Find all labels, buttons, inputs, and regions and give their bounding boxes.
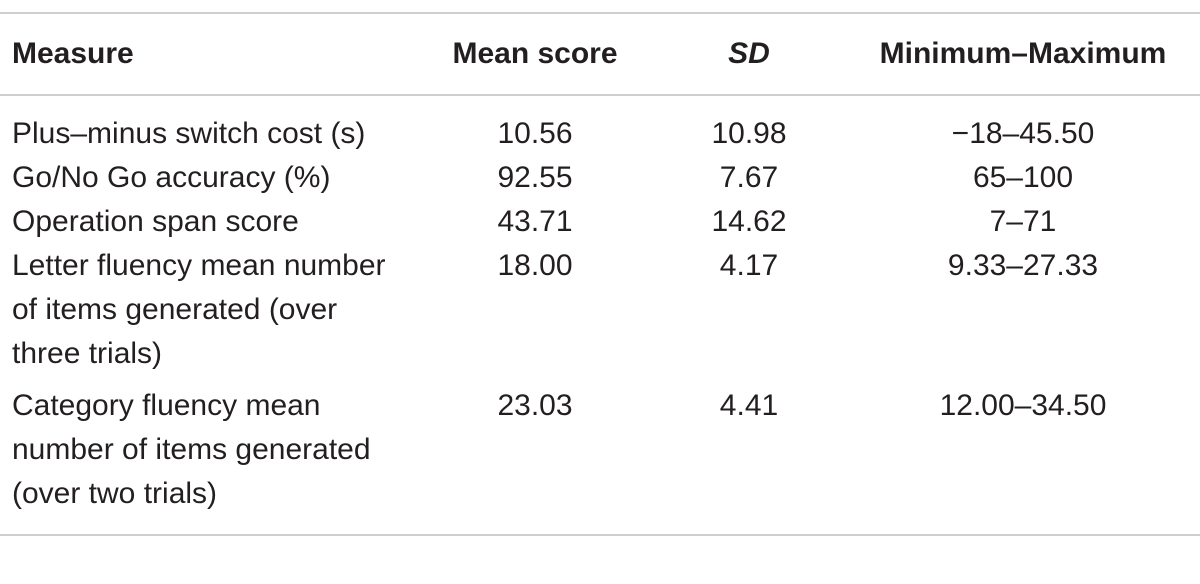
header-sd: SD (652, 13, 846, 95)
table-row: Go/No Go accuracy (%) 92.55 7.67 65–100 (0, 156, 1200, 200)
table-row: Plus–minus switch cost (s) 10.56 10.98 −… (0, 95, 1200, 156)
cell-measure: Letter fluency mean number of items gene… (12, 249, 386, 370)
cell-measure: Operation span score (12, 205, 299, 238)
descriptive-statistics-table: Measure Mean score SD Minimum–Maximum Pl… (0, 12, 1200, 536)
header-row: Measure Mean score SD Minimum–Maximum (0, 13, 1200, 95)
cell-sd: 4.17 (719, 249, 779, 282)
cell-mean: 18.00 (497, 249, 573, 282)
cell-sd: 14.62 (711, 205, 787, 238)
cell-measure: Plus–minus switch cost (s) (12, 117, 366, 150)
cell-measure: Category fluency mean number of items ge… (12, 389, 371, 510)
table-row: Letter fluency mean number of items gene… (0, 244, 1200, 384)
cell-mean: 92.55 (497, 161, 573, 194)
cell-sd: 4.41 (719, 389, 779, 422)
cell-range: −18–45.50 (951, 117, 1095, 150)
table-body: Plus–minus switch cost (s) 10.56 10.98 −… (0, 95, 1200, 535)
cell-mean: 10.56 (497, 117, 573, 150)
cell-range: 12.00–34.50 (939, 389, 1107, 422)
header-mean-score: Mean score (452, 37, 618, 70)
cell-sd: 7.67 (719, 161, 779, 194)
descriptive-statistics-table-container: Measure Mean score SD Minimum–Maximum Pl… (0, 12, 1200, 536)
cell-range: 7–71 (989, 205, 1057, 238)
table-header: Measure Mean score SD Minimum–Maximum (0, 13, 1200, 95)
cell-sd: 10.98 (711, 117, 787, 150)
table-row: Category fluency mean number of items ge… (0, 384, 1200, 535)
cell-range: 9.33–27.33 (947, 249, 1099, 282)
table-row: Operation span score 43.71 14.62 7–71 (0, 200, 1200, 244)
cell-range: 65–100 (972, 161, 1074, 194)
header-min-max: Minimum–Maximum (879, 37, 1167, 70)
cell-mean: 43.71 (497, 205, 573, 238)
cell-measure: Go/No Go accuracy (%) (12, 161, 331, 194)
header-sd-label: SD (728, 37, 770, 70)
header-measure: Measure (12, 37, 134, 70)
cell-mean: 23.03 (497, 389, 573, 422)
